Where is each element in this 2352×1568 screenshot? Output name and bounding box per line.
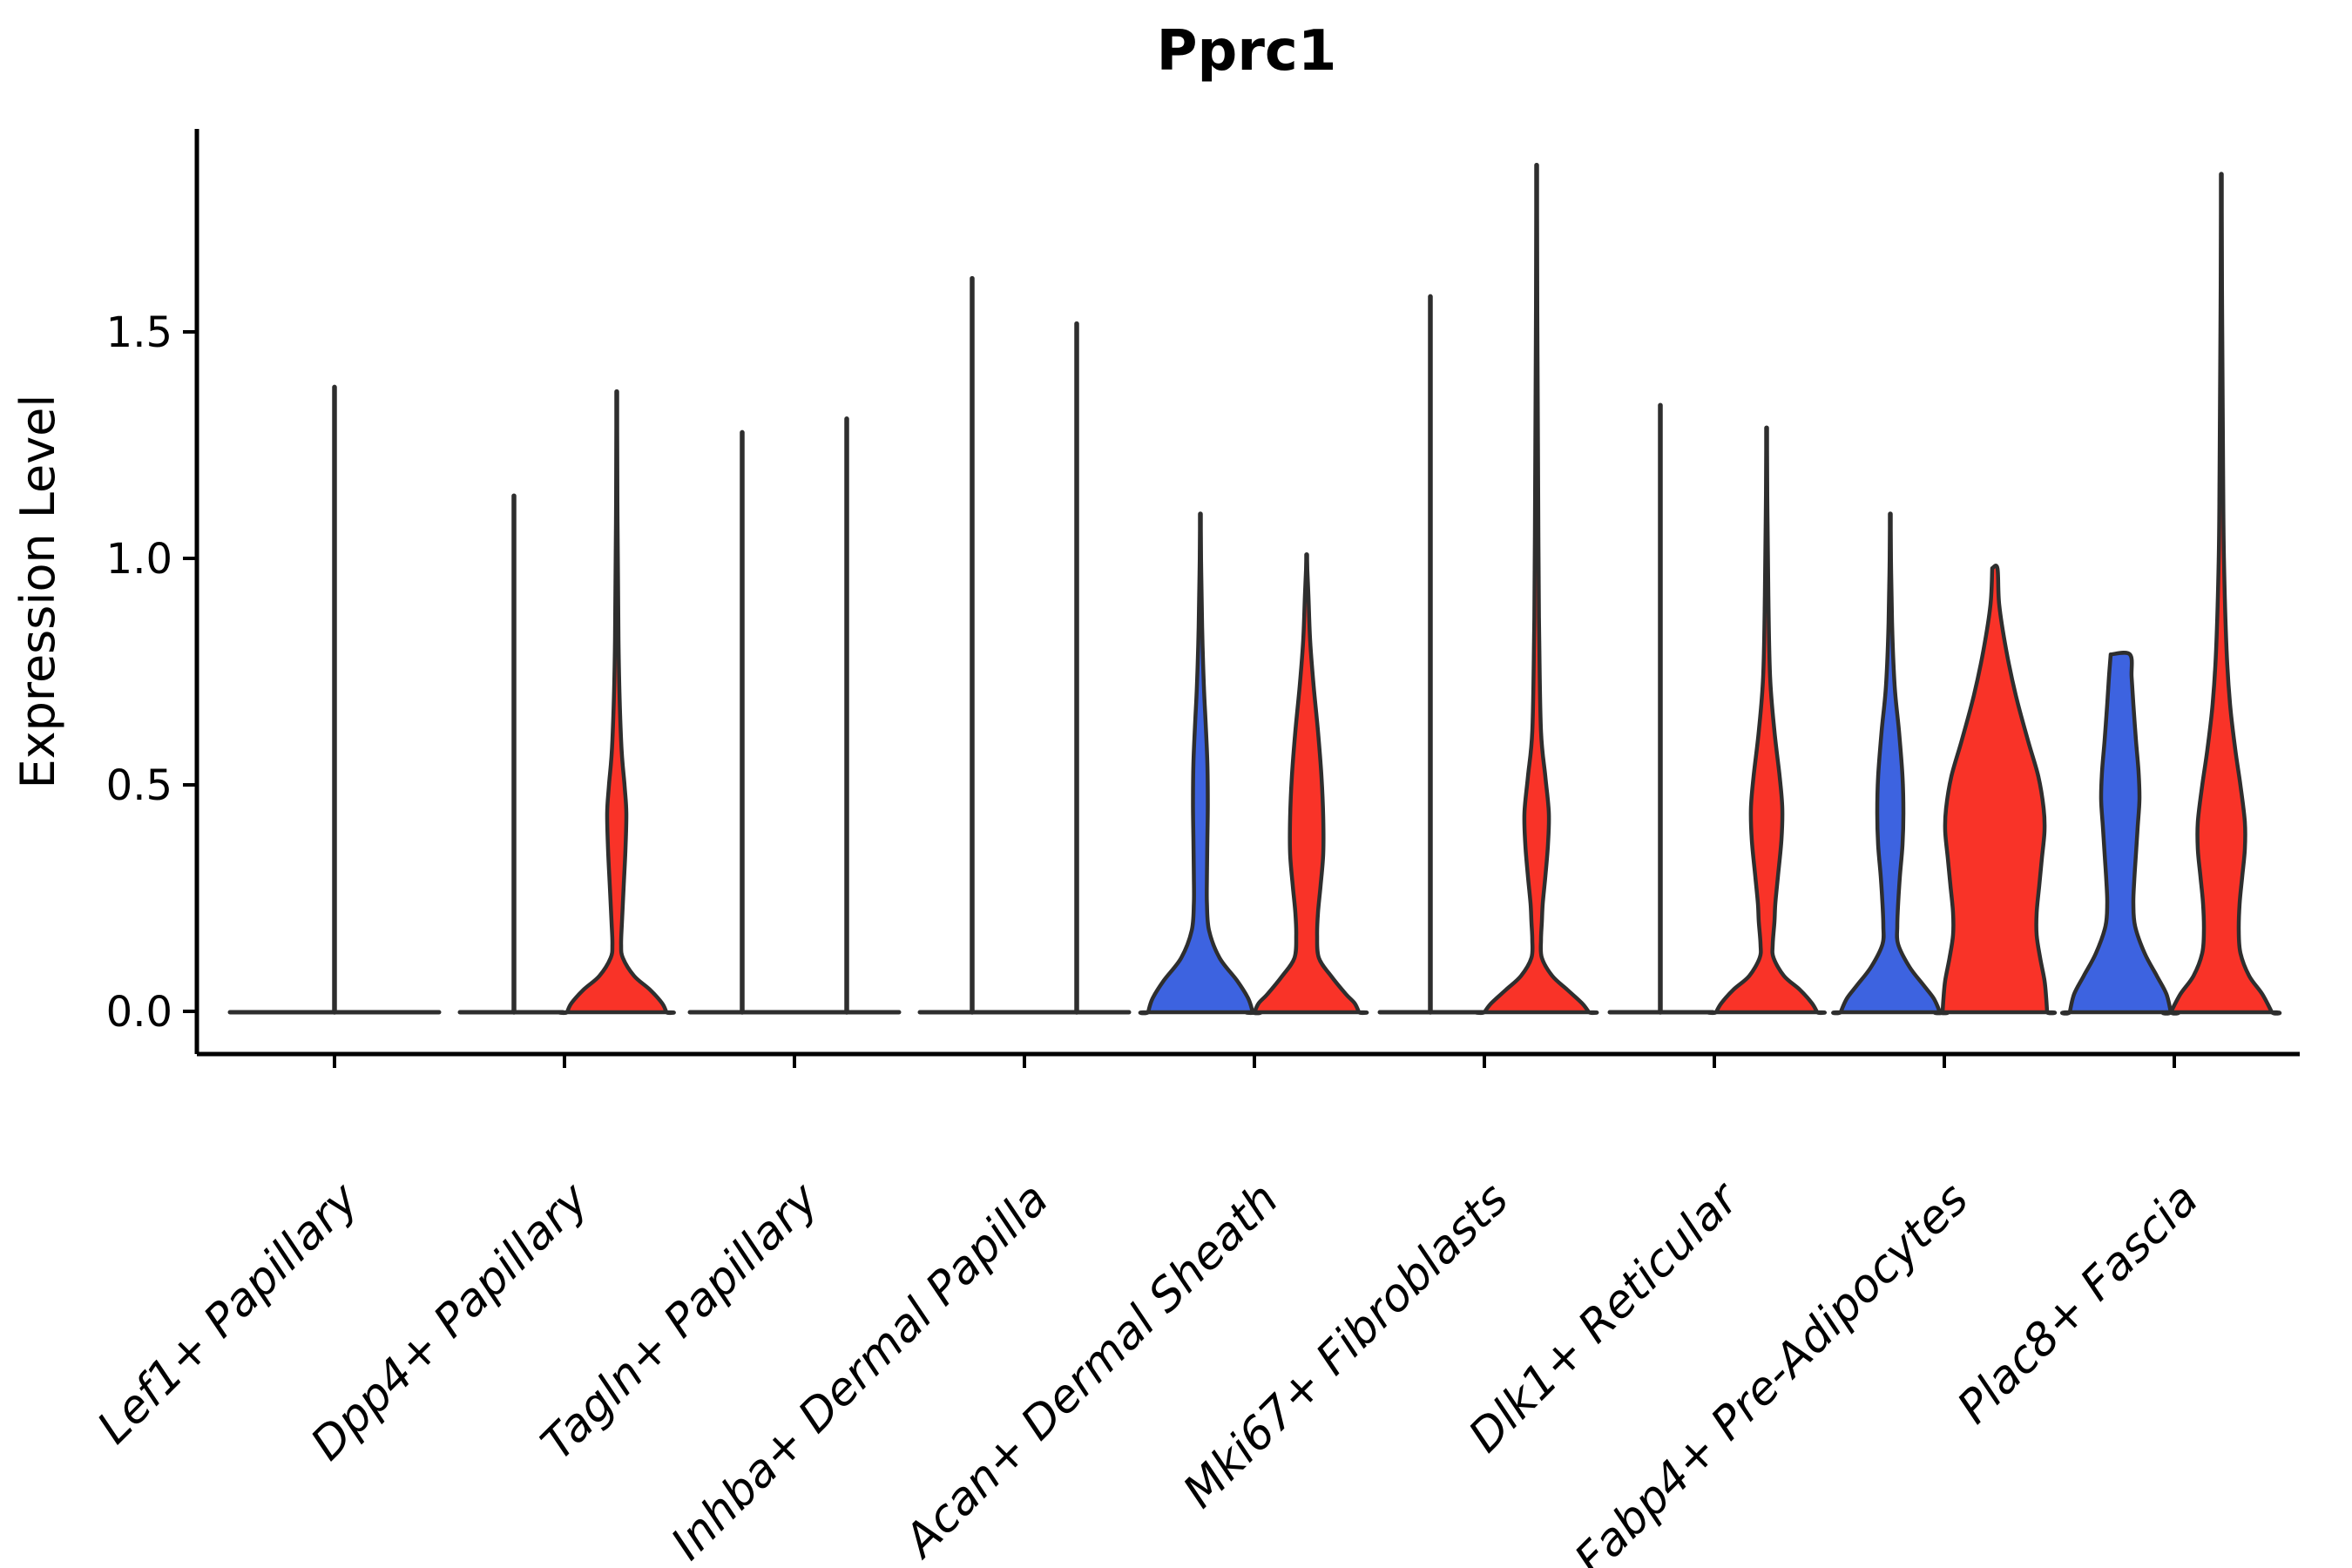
violin-lef1-papillary-blue [227, 384, 442, 1015]
violin-body [558, 389, 676, 1016]
violin-body [1706, 425, 1828, 1016]
x-tick-label-8: Fabp4+ Pre-Adipocytes [1565, 1173, 1979, 1568]
violin-tagln-papillary-red [792, 416, 902, 1015]
violin-dlk1-reticular-red [1706, 425, 1828, 1016]
violin-dpp4-papillary-red [558, 389, 676, 1016]
violin-mki67-fibroblasts-red [1474, 162, 1599, 1016]
x-tick-label-9: Plac8+ Fascia [1948, 1173, 2208, 1434]
y-tick-label-0: 0.0 [106, 988, 172, 1037]
violin-body [2060, 651, 2180, 1016]
y-tick-label-1.0: 1.0 [106, 535, 172, 584]
violin-fabp4-pre-adipocytes-red [1932, 564, 2058, 1016]
violin-fabp4-pre-adipocytes-blue [1831, 511, 1950, 1016]
violin-body [2160, 172, 2282, 1016]
y-tick-label-1.5: 1.5 [106, 308, 172, 357]
violin-dpp4-papillary-blue [457, 493, 565, 1015]
chart-title: Pprc1 [1157, 19, 1337, 84]
violin-body [1138, 511, 1263, 1016]
violin-body [1474, 163, 1599, 1016]
violin-inhba-dermal-papilla-blue [917, 275, 1027, 1015]
violin-body [1244, 552, 1369, 1016]
violin-tagln-papillary-blue [687, 429, 797, 1015]
violin-acan-dermal-sheath-blue [1138, 511, 1263, 1016]
violin-dlk1-reticular-blue [1607, 402, 1715, 1015]
y-tick-label-0.5: 0.5 [106, 761, 172, 810]
violin-body [1831, 511, 1950, 1016]
violin-body [1932, 564, 2058, 1016]
axes [183, 129, 2300, 1068]
violin-plac8-fascia-red [2160, 172, 2282, 1016]
violin-inhba-dermal-papilla-red [1022, 321, 1132, 1015]
violin-plac8-fascia-blue [2060, 651, 2180, 1016]
violins [227, 162, 2282, 1016]
x-tick-label-4: Inhba+ Dermal Papilla [661, 1173, 1058, 1568]
violin-mki67-fibroblasts-blue [1377, 294, 1485, 1015]
violin-acan-dermal-sheath-red [1244, 552, 1369, 1016]
y-axis-label: Expression Level [10, 395, 65, 789]
x-tick-label-5: Acan+ Dermal Sheath [893, 1173, 1288, 1568]
